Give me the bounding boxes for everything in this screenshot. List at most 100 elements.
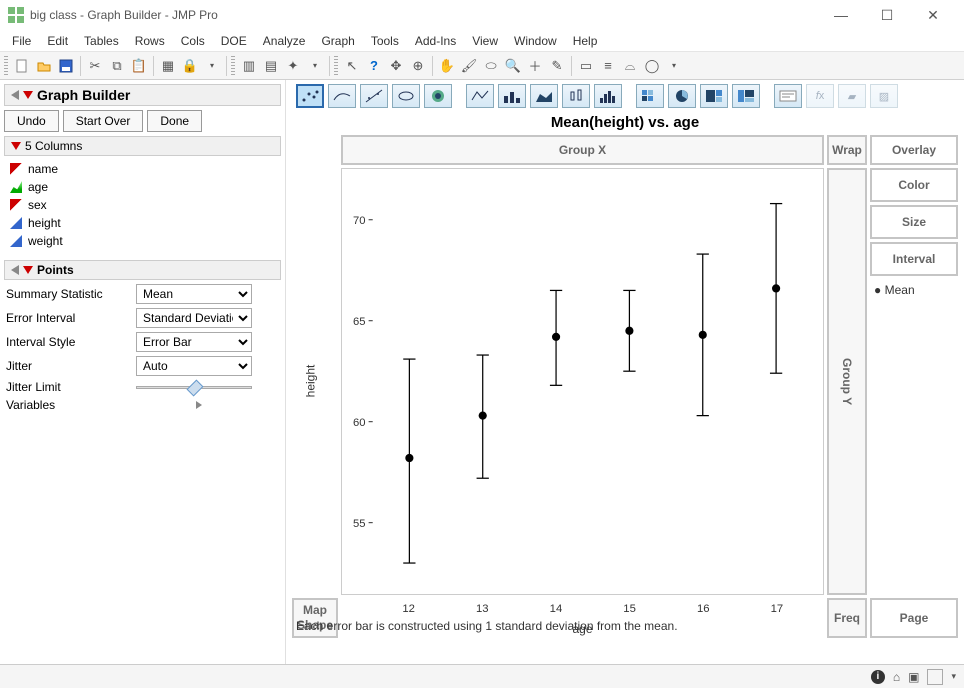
undo-button[interactable]: Undo [4, 110, 59, 132]
menu-doe[interactable]: DOE [213, 32, 255, 50]
app-icon [8, 7, 24, 23]
menu-view[interactable]: View [464, 32, 506, 50]
open-icon[interactable] [34, 56, 54, 76]
menu-file[interactable]: File [4, 32, 39, 50]
columns-header[interactable]: 5 Columns [4, 136, 281, 156]
copy-icon[interactable]: ⧉ [107, 56, 127, 76]
crosshair-icon[interactable]: ✥ [386, 56, 406, 76]
menu-add-ins[interactable]: Add-Ins [407, 32, 464, 50]
tool-3-icon[interactable]: ✦ [283, 56, 303, 76]
graph-builder-header[interactable]: Graph Builder [4, 84, 281, 106]
zoom-icon[interactable]: 🔍 [503, 56, 523, 76]
column-height[interactable]: height [6, 214, 279, 232]
points-header[interactable]: Points [4, 260, 281, 280]
dropdown-3-icon[interactable]: ▾ [664, 56, 684, 76]
new-icon[interactable] [12, 56, 32, 76]
hotspot-icon[interactable] [11, 142, 21, 150]
menu-tools[interactable]: Tools [363, 32, 407, 50]
menu-graph[interactable]: Graph [313, 32, 362, 50]
info-icon[interactable]: i [871, 670, 885, 684]
help-icon[interactable]: ? [364, 56, 384, 76]
dropzone-group-y[interactable]: Group Y [827, 168, 867, 595]
error-interval-select[interactable]: Standard Deviation [136, 308, 252, 328]
cut-icon[interactable]: ✂ [85, 56, 105, 76]
element-mosaic[interactable] [732, 84, 760, 108]
element-pie[interactable] [668, 84, 696, 108]
start-over-button[interactable]: Start Over [63, 110, 144, 132]
summary-statistic-select[interactable]: Mean [136, 284, 252, 304]
dropzone-group-x[interactable]: Group X [341, 135, 824, 165]
column-sex[interactable]: sex [6, 196, 279, 214]
status-box-icon[interactable] [927, 669, 943, 685]
home-icon[interactable]: ⌂ [893, 670, 900, 684]
dropzone-overlay[interactable]: Overlay [870, 135, 958, 165]
dropdown-icon[interactable]: ▾ [202, 56, 222, 76]
element-line[interactable] [466, 84, 494, 108]
menu-edit[interactable]: Edit [39, 32, 76, 50]
status-dropdown-icon[interactable]: ▾ [951, 671, 956, 682]
lasso-icon[interactable]: ⬭ [481, 56, 501, 76]
maximize-button[interactable]: ☐ [864, 0, 910, 30]
column-name[interactable]: name [6, 160, 279, 178]
column-age[interactable]: age [6, 178, 279, 196]
element-bar[interactable] [498, 84, 526, 108]
save-icon[interactable] [56, 56, 76, 76]
jitter-limit-slider[interactable] [136, 381, 252, 393]
menu-analyze[interactable]: Analyze [255, 32, 314, 50]
element-line-of-fit[interactable] [360, 84, 388, 108]
minimize-button[interactable]: — [818, 0, 864, 30]
legend: Mean [870, 279, 958, 595]
hand-icon[interactable]: ✋ [437, 56, 457, 76]
element-caption[interactable] [774, 84, 802, 108]
menu-rows[interactable]: Rows [127, 32, 173, 50]
menu-help[interactable]: Help [565, 32, 606, 50]
jitter-select[interactable]: Auto [136, 356, 252, 376]
paste-icon[interactable]: 📋 [129, 56, 149, 76]
scroller-icon[interactable]: ⊕ [408, 56, 428, 76]
tool-2-icon[interactable]: ▤ [261, 56, 281, 76]
element-treemap[interactable] [700, 84, 728, 108]
element-heatmap[interactable] [636, 84, 664, 108]
element-area[interactable] [530, 84, 558, 108]
interval-style-label: Interval Style [6, 335, 136, 349]
dropzone-freq[interactable]: Freq [827, 598, 867, 638]
menu-cols[interactable]: Cols [173, 32, 213, 50]
element-boxplot[interactable] [562, 84, 590, 108]
column-weight[interactable]: weight [6, 232, 279, 250]
element-smoother[interactable] [328, 84, 356, 108]
pencil-icon[interactable]: ✎ [547, 56, 567, 76]
menubar: FileEditTablesRowsColsDOEAnalyzeGraphToo… [0, 30, 964, 52]
arrow-icon[interactable]: ↖ [342, 56, 362, 76]
close-button[interactable]: ✕ [910, 0, 956, 30]
menu-window[interactable]: Window [506, 32, 565, 50]
curve-icon[interactable]: ⌓ [620, 56, 640, 76]
tool-1-icon[interactable]: ▥ [239, 56, 259, 76]
hotspot-icon[interactable] [23, 266, 33, 274]
table-icon[interactable]: ▦ [158, 56, 178, 76]
hotspot-icon[interactable] [23, 91, 33, 99]
variables-expand-icon[interactable] [196, 401, 202, 409]
menu-tables[interactable]: Tables [76, 32, 127, 50]
element-histogram[interactable] [594, 84, 622, 108]
error-interval-label: Error Interval [6, 311, 136, 325]
stack-icon[interactable]: ≡ [598, 56, 618, 76]
dropzone-wrap[interactable]: Wrap [827, 135, 867, 165]
dropzone-page[interactable]: Page [870, 598, 958, 638]
plus-icon[interactable]: ＋ [525, 56, 545, 76]
element-contour[interactable] [424, 84, 452, 108]
element-palette: fx ▰ ▨ [292, 84, 958, 108]
pin-icon[interactable]: ▣ [908, 670, 919, 684]
dropzone-interval[interactable]: Interval [870, 242, 958, 276]
interval-style-select[interactable]: Error Bar [136, 332, 252, 352]
dropzone-size[interactable]: Size [870, 205, 958, 239]
brush-icon[interactable]: 🖌 [459, 56, 479, 76]
oval-icon[interactable]: ◯ [642, 56, 662, 76]
dropdown-2-icon[interactable]: ▾ [305, 56, 325, 76]
dropzone-color[interactable]: Color [870, 168, 958, 202]
rect-icon[interactable]: ▭ [576, 56, 596, 76]
done-button[interactable]: Done [147, 110, 202, 132]
lock-icon[interactable]: 🔒 [180, 56, 200, 76]
element-points[interactable] [296, 84, 324, 108]
element-ellipse[interactable] [392, 84, 420, 108]
plot-area[interactable]: 55606570 [341, 168, 824, 595]
